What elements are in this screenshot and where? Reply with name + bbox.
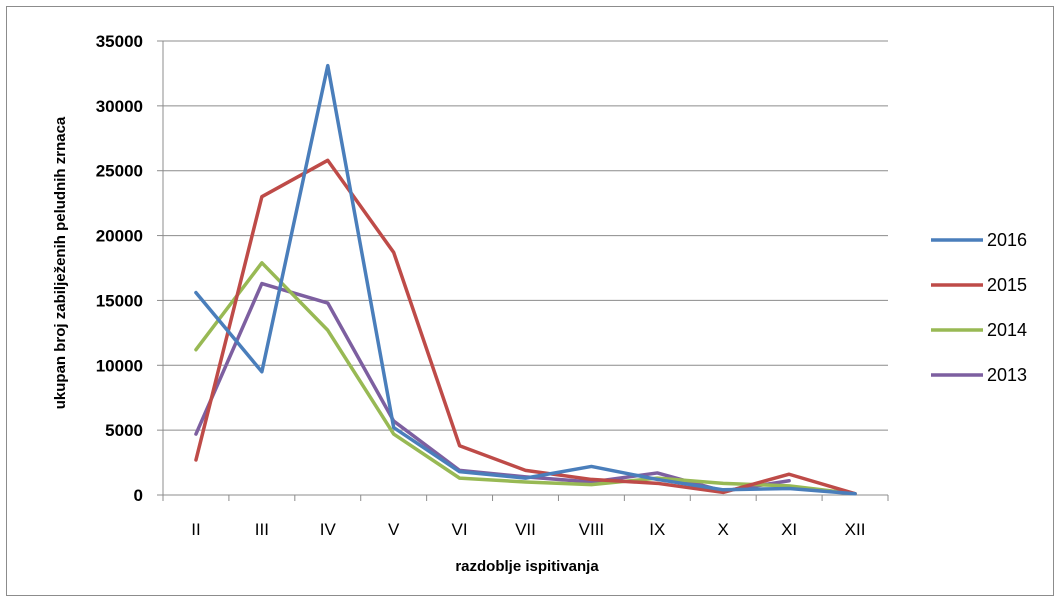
series-line-2014 [194, 261, 857, 496]
legend-label-2015: 2015 [987, 275, 1027, 295]
y-tick-label: 25000 [96, 162, 143, 181]
y-tick-label: 10000 [96, 356, 143, 375]
y-tick-label: 35000 [96, 32, 143, 51]
x-tick-label: III [255, 520, 269, 539]
chart-frame [6, 6, 1054, 596]
x-tick-label: VI [452, 520, 468, 539]
y-tick-label: 15000 [96, 291, 143, 310]
x-tick-label: X [718, 520, 729, 539]
series-line-2013 [194, 281, 791, 493]
legend-label-2016: 2016 [987, 230, 1027, 250]
series-line-2016 [194, 63, 857, 496]
series-lines [194, 63, 857, 496]
x-tick-label: V [388, 520, 400, 539]
y-axis-ticks: 0 5000 10000 15000 20000 25000 30000 35000 [96, 32, 163, 505]
x-tick-label: VIII [579, 520, 605, 539]
x-tick-label: VII [515, 520, 536, 539]
x-tick-label: XI [781, 520, 797, 539]
y-axis-title: ukupan broj zabilježenih peludnih zrnaca [52, 116, 69, 409]
x-axis-ticks: II III IV V VI VII VIII IX X XI XII [162, 495, 889, 539]
x-axis-title: razdoblje ispitivanja [455, 558, 599, 575]
legend: 2016 2015 2014 2013 [931, 230, 1027, 385]
series-line-2015 [194, 158, 857, 496]
legend-label-2013: 2013 [987, 365, 1027, 385]
gridlines [162, 40, 888, 496]
x-tick-label: XII [845, 520, 866, 539]
x-tick-label: IV [320, 520, 337, 539]
x-tick-label: II [191, 520, 200, 539]
legend-label-2014: 2014 [987, 320, 1027, 340]
y-tick-label: 5000 [105, 421, 143, 440]
y-tick-label: 0 [134, 486, 143, 505]
x-tick-label: IX [649, 520, 665, 539]
y-tick-label: 20000 [96, 227, 143, 246]
y-tick-label: 30000 [96, 97, 143, 116]
